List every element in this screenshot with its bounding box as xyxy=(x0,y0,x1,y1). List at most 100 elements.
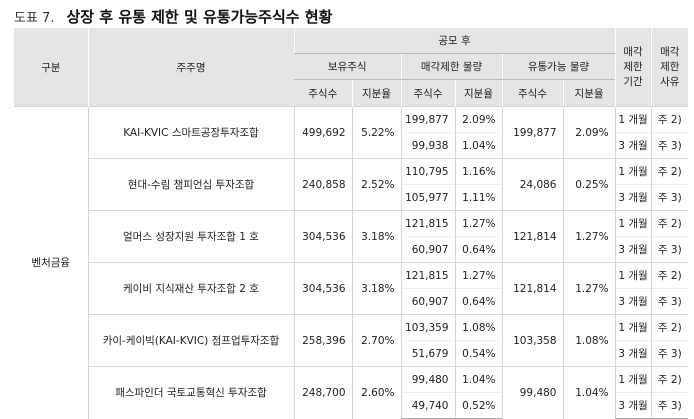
hold-shares: 240,858 xyxy=(293,158,352,211)
table-row: 패스파인더 국토교통혁신 투자조합 248,700 2.60% 99,480 1… xyxy=(14,366,689,419)
header-period: 매각 제한 기간 xyxy=(614,28,652,107)
table-row: 60,907 0.64% 3 개월 주 3) xyxy=(14,288,689,315)
limit-shares: 105,977 xyxy=(400,184,455,211)
limit-reason: 주 2) xyxy=(650,262,689,289)
header-trad-shares: 주식수 xyxy=(501,79,563,107)
limit-ratio: 1.04% xyxy=(454,132,502,159)
limit-reason: 주 3) xyxy=(650,132,689,159)
figure-label: 도표 7. xyxy=(14,11,55,26)
limit-reason: 주 3) xyxy=(650,236,689,263)
trad-ratio: 1.27% xyxy=(562,262,616,315)
limit-period: 1 개월 xyxy=(614,314,652,341)
header-hold-ratio: 지분율 xyxy=(351,79,401,107)
hold-ratio: 2.70% xyxy=(351,314,401,367)
limit-period: 3 개월 xyxy=(614,288,652,315)
limit-period: 3 개월 xyxy=(614,392,652,419)
hold-ratio: 3.18% xyxy=(351,210,401,263)
holder-name: 케이비 지식재산 투자조합 2 호 xyxy=(87,262,294,315)
table-row: 현대-수림 챔피언십 투자조합 240,858 2.52% 110,795 1.… xyxy=(14,158,689,211)
limit-reason: 주 3) xyxy=(650,184,689,211)
hold-ratio: 2.60% xyxy=(351,366,401,419)
limit-reason: 주 3) xyxy=(650,392,689,419)
limit-shares: 51,679 xyxy=(400,340,455,367)
limit-reason: 주 2) xyxy=(650,158,689,185)
holder-name: 현대-수림 챔피언십 투자조합 xyxy=(87,158,294,211)
table-row: 60,907 0.64% 3 개월 주 3) xyxy=(14,236,689,263)
figure-title: 도표 7. 상장 후 유통 제한 및 유통가능주식수 현황 xyxy=(14,6,332,28)
shareholder-table: 구분 주주명 공모 후 매각 제한 기간 매각 제한 사유 보유주식 매각제한 … xyxy=(14,28,689,419)
hold-shares: 248,700 xyxy=(293,366,352,419)
limit-reason: 주 3) xyxy=(650,340,689,367)
hold-shares: 258,396 xyxy=(293,314,352,367)
trad-shares: 121,814 xyxy=(501,262,563,315)
header-hold-shares: 주식수 xyxy=(294,79,352,107)
table-row: 카이-케이빅(KAI-KVIC) 점프업투자조합 258,396 2.70% 1… xyxy=(14,314,689,367)
header-limit-ratio: 지분율 xyxy=(454,79,502,107)
limit-reason: 주 3) xyxy=(650,288,689,315)
limit-shares: 49,740 xyxy=(400,392,455,419)
header-category: 구분 xyxy=(14,28,88,107)
limit-ratio: 0.54% xyxy=(454,340,502,367)
header-sale-limit: 매각제한 물량 xyxy=(400,53,502,80)
hold-shares: 499,692 xyxy=(293,106,352,159)
table-row: 105,977 1.11% 3 개월 주 3) xyxy=(14,184,689,211)
limit-period: 3 개월 xyxy=(614,236,652,263)
holder-name: 얼머스 성장지원 투자조합 1 호 xyxy=(87,210,294,263)
limit-reason: 주 2) xyxy=(650,106,689,133)
limit-shares: 103,359 xyxy=(400,314,455,341)
limit-reason: 주 2) xyxy=(650,366,689,393)
limit-ratio: 1.27% xyxy=(454,262,502,289)
limit-reason: 주 2) xyxy=(650,210,689,237)
limit-ratio: 1.16% xyxy=(454,158,502,185)
header-tradable: 유통가능 물량 xyxy=(501,53,616,80)
limit-ratio: 1.04% xyxy=(454,366,502,393)
limit-period: 3 개월 xyxy=(614,340,652,367)
trad-ratio: 1.04% xyxy=(562,366,616,419)
limit-shares: 99,480 xyxy=(400,366,455,393)
hold-ratio: 3.18% xyxy=(351,262,401,315)
trad-shares: 199,877 xyxy=(501,106,563,159)
table-row: 얼머스 성장지원 투자조합 1 호 304,536 3.18% 121,815 … xyxy=(14,210,689,263)
limit-ratio: 1.11% xyxy=(454,184,502,211)
limit-period: 1 개월 xyxy=(614,262,652,289)
header-holding: 보유주식 xyxy=(294,53,401,80)
limit-ratio: 1.27% xyxy=(454,210,502,237)
figure-title-text: 상장 후 유통 제한 및 유통가능주식수 현황 xyxy=(66,8,333,26)
limit-shares: 121,815 xyxy=(400,210,455,237)
limit-ratio: 0.64% xyxy=(454,236,502,263)
hold-ratio: 2.52% xyxy=(351,158,401,211)
limit-ratio: 1.08% xyxy=(454,314,502,341)
limit-shares: 99,938 xyxy=(400,132,455,159)
limit-period: 3 개월 xyxy=(614,184,652,211)
limit-period: 1 개월 xyxy=(614,210,652,237)
header-reason: 매각 제한 사유 xyxy=(650,28,689,107)
holder-name: 패스파인더 국토교통혁신 투자조합 xyxy=(87,366,294,419)
limit-ratio: 0.52% xyxy=(454,392,502,419)
category-cell: 벤처금융 xyxy=(14,106,88,419)
limit-ratio: 0.64% xyxy=(454,288,502,315)
header-limit-shares: 주식수 xyxy=(400,79,455,107)
limit-shares: 199,877 xyxy=(400,106,455,133)
limit-period: 1 개월 xyxy=(614,158,652,185)
limit-ratio: 2.09% xyxy=(454,106,502,133)
limit-reason: 주 2) xyxy=(650,314,689,341)
trad-shares: 103,358 xyxy=(501,314,563,367)
header-holder: 주주명 xyxy=(87,28,294,107)
limit-period: 1 개월 xyxy=(614,106,652,133)
limit-shares: 60,907 xyxy=(400,236,455,263)
trad-ratio: 1.08% xyxy=(562,314,616,367)
table-row: 벤처금융 KAI-KVIC 스마트공장투자조합 499,692 5.22% 19… xyxy=(14,106,689,419)
holder-name: 카이-케이빅(KAI-KVIC) 점프업투자조합 xyxy=(87,314,294,367)
header-ipo-after: 공모 후 xyxy=(293,28,616,54)
hold-shares: 304,536 xyxy=(293,210,352,263)
limit-shares: 60,907 xyxy=(400,288,455,315)
trad-shares: 99,480 xyxy=(501,366,563,419)
table-row: 51,679 0.54% 3 개월 주 3) xyxy=(14,340,689,367)
trad-ratio: 1.27% xyxy=(562,210,616,263)
hold-shares: 304,536 xyxy=(293,262,352,315)
table-row: 99,938 1.04% 3 개월 주 3) xyxy=(14,132,689,159)
trad-ratio: 2.09% xyxy=(562,106,616,159)
header-trad-ratio: 지분율 xyxy=(562,79,616,107)
table-row: 케이비 지식재산 투자조합 2 호 304,536 3.18% 121,815 … xyxy=(14,262,689,315)
hold-ratio: 5.22% xyxy=(351,106,401,159)
